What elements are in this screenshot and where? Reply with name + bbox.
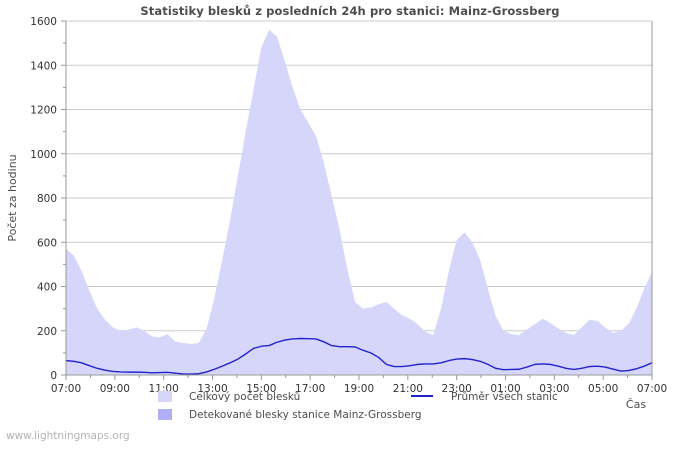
y-tick-label: 400 <box>37 282 57 294</box>
x-tick-label: 07:00 <box>51 383 81 395</box>
x-tick-label: 09:00 <box>100 383 130 395</box>
x-tick-label: 17:00 <box>295 383 325 395</box>
x-axis-ticks: 07:00 09:00 11:00 13:00 15:00 17:00 19:00 21:00… <box>51 375 667 395</box>
y-axis-label: Počet za hodinu <box>6 154 19 241</box>
x-tick-label: 15:00 <box>246 383 276 395</box>
line-series-group <box>65 337 653 375</box>
legend-swatch <box>158 409 172 420</box>
x-tick-label: 13:00 <box>197 383 227 395</box>
chart-title: Statistiky blesků z posledních 24h pro s… <box>140 4 560 18</box>
watermark: www.lightningmaps.org <box>6 430 130 442</box>
y-tick-label: 800 <box>37 193 57 205</box>
y-axis-ticks: 0 200 400 600 800 1000 1200 1400 1600 <box>30 16 66 382</box>
y-tick-label: 1200 <box>30 105 57 117</box>
y-tick-label: 1000 <box>30 149 57 161</box>
legend-label: Průměr všech stanic <box>451 391 558 403</box>
area-series-group <box>66 29 652 375</box>
x-tick-label: 03:00 <box>539 383 569 395</box>
y-tick-label: 1400 <box>30 60 57 72</box>
y-tick-label: 200 <box>37 326 57 338</box>
x-axis-label: Čas <box>626 398 646 411</box>
area-series <box>66 29 652 375</box>
chart-legend: Celkový počet blesků Detekované blesky st… <box>158 391 558 421</box>
x-tick-label: 23:00 <box>442 383 472 395</box>
x-tick-label: 05:00 <box>588 383 618 395</box>
x-axis-title: Čas <box>626 398 646 411</box>
y-tick-label: 0 <box>50 370 57 382</box>
y-axis-title: Počet za hodinu <box>6 154 19 241</box>
line-series-average <box>65 337 653 375</box>
legend-label: Celkový počet blesků <box>189 391 300 403</box>
x-tick-label: 19:00 <box>344 383 374 395</box>
x-tick-label: 21:00 <box>393 383 423 395</box>
legend-label: Detekované blesky stanice Mainz-Grossber… <box>189 409 422 421</box>
x-tick-label: 01:00 <box>490 383 520 395</box>
x-tick-label: 07:00 <box>637 383 667 395</box>
gridlines <box>66 20 652 332</box>
y-tick-label: 1600 <box>30 16 57 28</box>
legend-swatch <box>158 391 172 402</box>
y-tick-label: 600 <box>37 237 57 249</box>
